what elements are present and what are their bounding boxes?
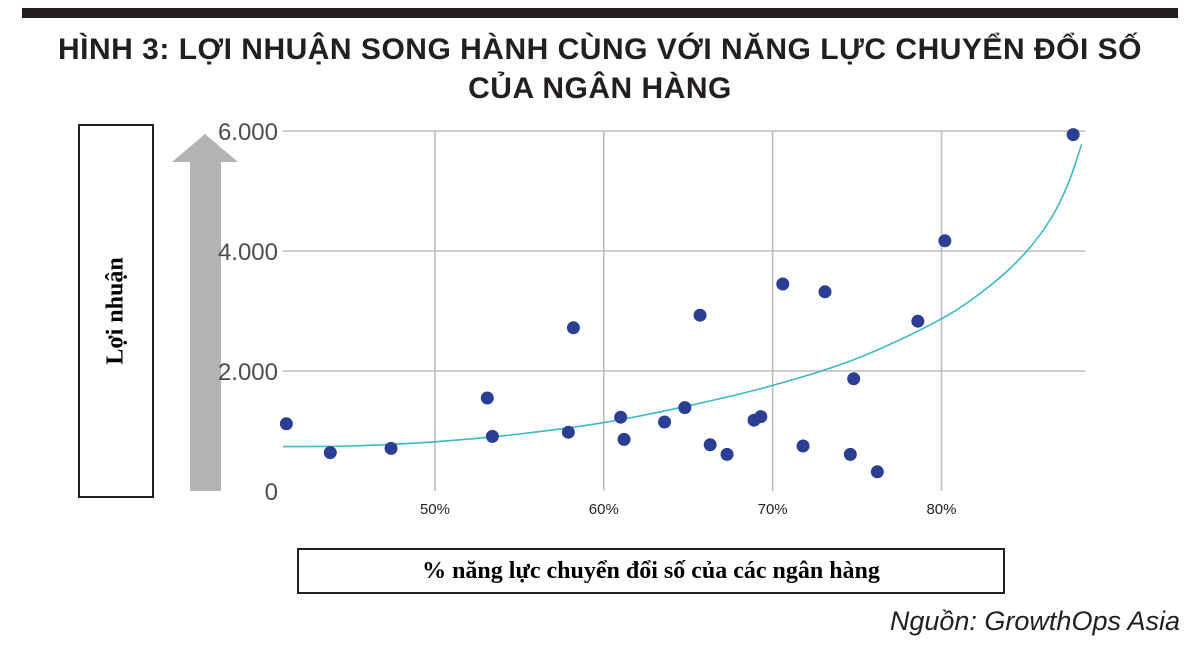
y-tick-label: 0: [265, 479, 278, 506]
data-point: [614, 410, 628, 424]
data-point: [561, 425, 575, 439]
data-point: [703, 438, 717, 452]
data-point: [870, 465, 884, 479]
data-point: [796, 439, 810, 453]
data-point: [279, 417, 293, 431]
title-line-2: CỦA NGÂN HÀNG: [468, 72, 732, 105]
chart-grid: [283, 130, 1085, 491]
y-tick-label: 6.000: [218, 119, 278, 146]
x-tick-label: 80%: [926, 501, 956, 518]
y-axis-label-box: Lợi nhuận: [78, 124, 154, 498]
data-point: [384, 441, 398, 455]
data-point: [843, 447, 857, 461]
data-point: [566, 321, 580, 335]
x-axis-label-box: % năng lực chuyển đổi số của các ngân hà…: [297, 548, 1005, 594]
data-point: [720, 447, 734, 461]
data-point: [1066, 128, 1080, 142]
y-tick-label: 4.000: [218, 239, 278, 266]
data-point: [911, 314, 925, 328]
data-point: [617, 432, 631, 446]
data-point: [693, 308, 707, 322]
data-point: [658, 415, 672, 429]
data-point: [938, 234, 952, 248]
figure-title: HÌNH 3: LỢI NHUẬN SONG HÀNH CÙNG VỚI NĂN…: [20, 30, 1180, 108]
x-axis-label: % năng lực chuyển đổi số của các ngân hà…: [422, 557, 880, 584]
data-point: [847, 372, 861, 386]
data-point: [323, 446, 337, 460]
top-rule: [22, 8, 1178, 18]
data-point: [678, 401, 692, 415]
data-points: [279, 128, 1080, 479]
data-point: [818, 285, 832, 299]
x-axis-ticks: 50% 60% 70% 80%: [420, 501, 957, 518]
x-tick-label: 50%: [420, 501, 450, 518]
y-tick-label: 2.000: [218, 359, 278, 386]
data-point: [754, 410, 768, 424]
x-tick-label: 70%: [758, 501, 788, 518]
y-axis-label: Lợi nhuận: [102, 257, 129, 365]
up-arrow-icon: [172, 134, 238, 491]
data-point: [485, 429, 499, 443]
trendline: [282, 143, 1083, 448]
source-note: Nguồn: GrowthOps Asia: [889, 606, 1180, 636]
data-point: [480, 391, 494, 405]
data-point: [776, 277, 790, 291]
x-tick-label: 60%: [589, 501, 619, 518]
y-axis-ticks: 0 2.000 4.000 6.000: [218, 119, 278, 506]
title-line-1: HÌNH 3: LỢI NHUẬN SONG HÀNH CÙNG VỚI NĂN…: [58, 33, 1142, 66]
